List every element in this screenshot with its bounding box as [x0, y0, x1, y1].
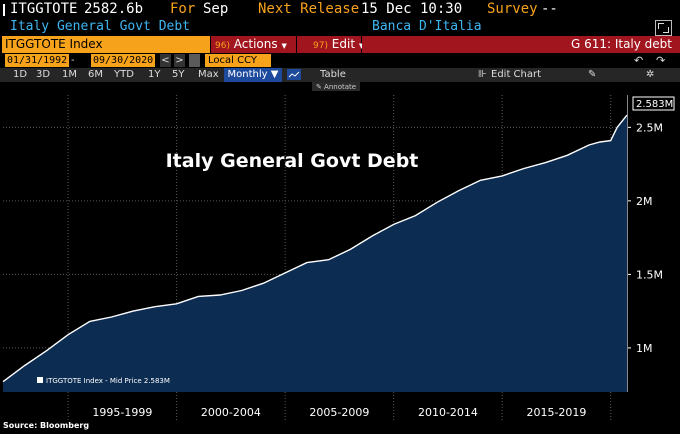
date-range-bar: 01/31/1992 - 09/30/2020 < > Local CCY ↶ …	[0, 54, 680, 68]
prev-period-button[interactable]: <	[160, 54, 171, 67]
annotate-label: Annotate	[324, 83, 357, 91]
currency-select[interactable]: Local CCY	[205, 54, 271, 67]
redo-icon[interactable]: ↷	[656, 54, 666, 67]
latest-value: 2582.6b	[84, 1, 144, 17]
debt-chart: 2.5M 2M 1.5M 1M 1995-1999 2000-2004 2005-2009…	[2, 95, 675, 421]
x-tick-label: 2015-2019	[526, 406, 586, 419]
cursor-icon	[3, 4, 11, 16]
security-source: Banca D'Italia	[372, 19, 482, 34]
x-tick-label: 2010-2014	[418, 406, 478, 419]
undo-icon[interactable]: ↶	[634, 54, 644, 67]
timeframe-max[interactable]: Max	[198, 69, 219, 80]
last-value-tag: 2.583M	[632, 96, 675, 111]
y-tick-label: 2M	[636, 195, 653, 208]
edit-menu[interactable]: 97) Edit ▼	[297, 36, 364, 53]
edit-chart-button[interactable]: Edit Chart	[491, 69, 542, 80]
y-tick-label: 1.5M	[636, 268, 663, 281]
next-period-button[interactable]: >	[174, 54, 185, 67]
actions-number: 96)	[215, 41, 230, 51]
x-tick-label: 2000-2004	[201, 406, 261, 419]
timeframe-6m[interactable]: 6M	[88, 69, 103, 80]
command-toolbar: ITGGTOTE Index 96) Actions ▼ 97) Edit ▼ …	[0, 36, 680, 53]
x-axis: 1995-1999 2000-2004 2005-2009 2010-2014 2015…	[92, 406, 586, 419]
ticker-code[interactable]: ITGGTOTE	[10, 1, 78, 17]
edit-number: 97)	[313, 41, 328, 51]
last-value-label: 2.583M	[636, 99, 673, 110]
next-release-value: 15 Dec 10:30	[361, 1, 463, 17]
table-button[interactable]: Table	[320, 69, 346, 80]
start-date-input[interactable]: 01/31/1992	[5, 54, 70, 67]
period-select[interactable]: Monthly ▼	[224, 68, 282, 82]
pencil-icon[interactable]: ✎	[588, 69, 597, 80]
security-header: ITGGTOTE 2582.6b For Sep Next Release 15…	[0, 0, 680, 19]
edit-label: Edit	[331, 37, 356, 51]
survey-value: --	[541, 1, 558, 17]
timeframe-1m[interactable]: 1M	[62, 69, 77, 80]
bar-chart-icon: ⊪	[478, 69, 487, 80]
timeframe-3d[interactable]: 3D	[36, 69, 51, 80]
timeframe-bar: 1D 3D 1M 6M YTD 1Y 5Y Max Monthly ▼ Tabl…	[0, 68, 680, 82]
range-separator: -	[71, 55, 75, 66]
legend: ITGGTOTE Index - Mid Price 2.583M	[37, 377, 170, 385]
source-note: Source: Bloomberg	[3, 421, 90, 430]
annotate-button[interactable]: ✎ Annotate	[312, 82, 360, 91]
timeframe-ytd[interactable]: YTD	[114, 69, 134, 80]
legend-label: ITGGTOTE Index - Mid Price 2.583M	[46, 377, 170, 385]
security-subheader: Italy General Govt Debt Banca D'Italia	[0, 19, 680, 36]
y-tick-label: 2.5M	[636, 121, 663, 134]
debt-line	[2, 114, 628, 383]
timeframe-1y[interactable]: 1Y	[148, 69, 161, 80]
calendar-icon[interactable]	[189, 54, 200, 67]
timeframe-1d[interactable]: 1D	[13, 69, 28, 80]
actions-label: Actions	[233, 37, 278, 51]
caret-down-icon: ▼	[359, 42, 364, 50]
chart-title: Italy General Govt Debt	[166, 150, 419, 172]
next-release-label: Next Release	[258, 1, 360, 17]
debt-area	[3, 115, 627, 392]
actions-menu[interactable]: 96) Actions ▼	[211, 36, 296, 53]
ticker-index-box[interactable]: ITGGTOTE Index	[2, 36, 210, 53]
y-tick-label: 1M	[636, 342, 653, 355]
period-value: Sep	[203, 1, 229, 17]
survey-label: Survey	[487, 1, 538, 17]
annotate-bar: ✎ Annotate	[0, 82, 680, 92]
end-date-input[interactable]: 09/30/2020	[91, 54, 156, 67]
expand-icon[interactable]	[655, 20, 672, 36]
y-axis: 2.5M 2M 1.5M 1M	[627, 95, 663, 392]
line-chart-icon[interactable]	[287, 69, 301, 80]
for-label: For	[170, 1, 196, 17]
function-title: G 611: Italy debt	[362, 36, 680, 53]
x-tick-label: 2005-2009	[309, 406, 369, 419]
caret-down-icon: ▼	[281, 42, 287, 50]
x-tick-label: 1995-1999	[92, 406, 152, 419]
timeframe-5y[interactable]: 5Y	[172, 69, 185, 80]
security-name: Italy General Govt Debt	[10, 19, 191, 34]
gear-icon[interactable]: ✲	[646, 69, 655, 80]
